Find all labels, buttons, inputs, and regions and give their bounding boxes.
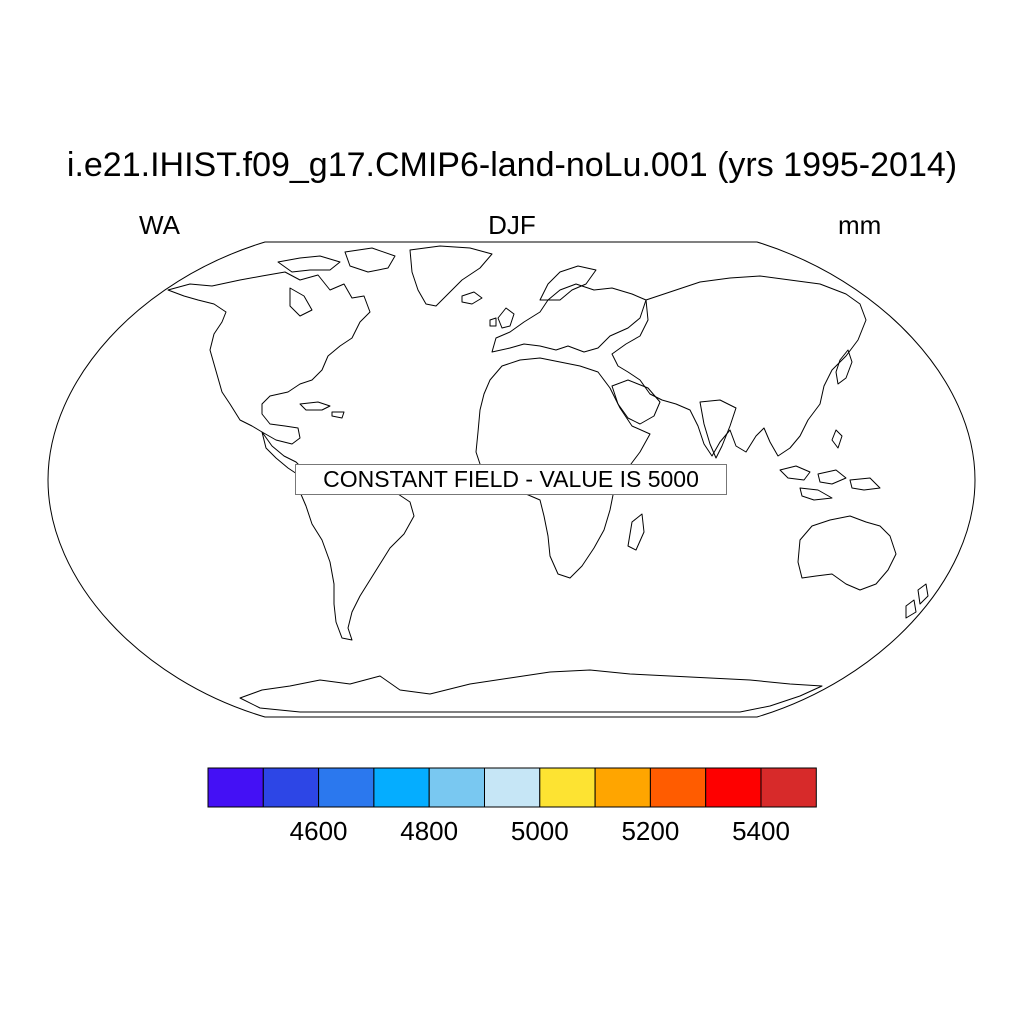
colorbar-segment (428, 767, 486, 808)
colorbar-tick-label: 5000 (511, 816, 569, 846)
colorbar-segment (649, 767, 707, 808)
colorbar-segment (484, 767, 541, 808)
coast-scandinavia (539, 265, 597, 301)
coast-new-zealand (905, 583, 929, 619)
colorbar-segment (373, 767, 430, 808)
coast-canadian-arctic (277, 247, 396, 273)
coast-greenland (409, 245, 493, 307)
colorbar-segment (318, 767, 375, 808)
coast-antarctica (239, 669, 823, 713)
colorbar-segment (262, 767, 320, 808)
coast-arabia (611, 379, 661, 425)
coastlines (167, 245, 929, 713)
constant-field-text: CONSTANT FIELD - VALUE IS 5000 (323, 466, 699, 492)
plot-title: i.e21.IHIST.f09_g17.CMIP6-land-noLu.001 … (66, 146, 958, 184)
constant-field-note: CONSTANT FIELD - VALUE IS 5000 (295, 464, 727, 495)
colorbar-tick-label: 4800 (400, 816, 458, 846)
colorbar-segment (539, 767, 596, 808)
units-label: mm (838, 210, 882, 240)
coast-india (699, 399, 737, 459)
coast-southeast-asia (779, 429, 881, 501)
coast-iceland (461, 291, 483, 305)
coast-british-isles (489, 307, 515, 329)
coast-australia (797, 515, 897, 591)
colorbar-segment (594, 767, 651, 808)
colorbar-segment (705, 767, 762, 808)
coast-japan (835, 349, 853, 385)
variable-label: WA (139, 210, 180, 240)
colorbar-tick-label: 5400 (732, 816, 790, 846)
colorbar-segment (760, 767, 817, 808)
colorbar-tick-label: 5200 (621, 816, 679, 846)
coast-madagascar (627, 513, 645, 551)
coast-asia (611, 275, 867, 457)
colorbar-segment (207, 767, 264, 808)
season-label: DJF (488, 210, 536, 240)
coast-north-america (167, 271, 371, 445)
colorbar-tick-label: 4600 (290, 816, 348, 846)
coast-hudson-bay (289, 287, 313, 317)
coast-caribbean (299, 401, 345, 419)
map-border (47, 241, 976, 718)
